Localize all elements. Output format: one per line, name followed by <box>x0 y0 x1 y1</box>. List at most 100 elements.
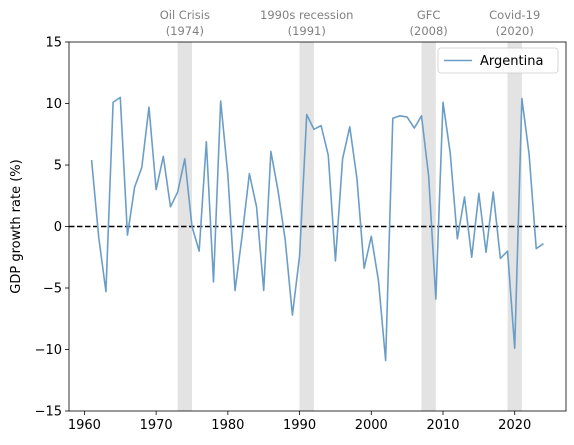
x-tick-label: 1990 <box>283 418 316 433</box>
data-point <box>398 114 401 117</box>
data-point <box>363 267 366 270</box>
data-point <box>420 114 423 117</box>
y-tick-label: 10 <box>45 97 62 112</box>
data-point <box>384 359 387 362</box>
event-label-layer: Oil Crisis (1974) 1990s recession (1991) GFC… <box>160 8 541 38</box>
data-point <box>162 155 165 158</box>
event-label: 1990s recession <box>260 8 353 22</box>
y-tick-label: 0 <box>54 220 62 235</box>
data-point <box>119 96 122 99</box>
event-shade <box>507 42 522 411</box>
data-point <box>355 177 358 180</box>
y-tick-label: −15 <box>35 405 62 420</box>
data-point <box>97 236 100 239</box>
y-tick-label: −10 <box>35 343 62 358</box>
data-point <box>262 289 265 292</box>
data-point <box>506 250 509 253</box>
data-point <box>305 113 308 116</box>
data-point <box>449 151 452 154</box>
data-point <box>255 205 258 208</box>
x-axis: 1960 1970 1980 1990 2000 2010 2020 <box>68 411 531 433</box>
y-tick-label: −5 <box>43 282 62 297</box>
data-point <box>241 234 244 237</box>
x-tick-label: 1960 <box>68 418 101 433</box>
data-point <box>90 158 93 161</box>
event-year-label: (2020) <box>496 24 534 38</box>
data-point <box>427 174 430 177</box>
data-point <box>190 225 193 228</box>
data-point <box>284 238 287 241</box>
data-point <box>499 257 502 260</box>
data-point <box>176 190 179 193</box>
y-tick-label: 15 <box>45 36 62 51</box>
data-point <box>492 190 495 193</box>
data-point <box>377 279 380 282</box>
data-point <box>527 152 530 155</box>
data-point <box>370 235 373 238</box>
data-point <box>140 166 143 169</box>
data-point <box>535 247 538 250</box>
data-point <box>542 242 545 245</box>
data-point <box>456 237 459 240</box>
data-point <box>334 259 337 262</box>
data-point <box>477 192 480 195</box>
data-point <box>520 97 523 100</box>
data-point <box>133 186 136 189</box>
data-point <box>248 172 251 175</box>
data-point <box>276 189 279 192</box>
data-point <box>269 150 272 153</box>
data-point <box>212 280 215 283</box>
data-point <box>298 254 301 257</box>
data-point <box>147 106 150 109</box>
legend-box <box>437 47 559 74</box>
x-tick-label: 1980 <box>211 418 244 433</box>
event-label: Oil Crisis <box>160 8 210 22</box>
y-axis: −15 −10 −5 0 5 10 15 <box>35 36 69 420</box>
data-point <box>226 173 229 176</box>
data-point <box>155 188 158 191</box>
data-point <box>112 101 115 104</box>
event-year-label: (1991) <box>288 24 326 38</box>
data-point <box>391 117 394 120</box>
x-tick-label: 2020 <box>498 418 531 433</box>
data-point <box>319 124 322 127</box>
event-shading-layer <box>177 42 522 411</box>
data-point <box>341 157 344 160</box>
legend[interactable]: Argentina <box>437 47 559 74</box>
data-point <box>198 250 201 253</box>
data-point <box>169 205 172 208</box>
data-point <box>126 234 129 237</box>
data-point <box>291 313 294 316</box>
event-year-label: (2008) <box>410 24 448 38</box>
event-shade <box>421 42 436 411</box>
data-point <box>327 154 330 157</box>
y-axis-title: GDP growth rate (%) <box>9 159 24 293</box>
event-label: GFC <box>417 8 441 22</box>
data-point <box>513 347 516 350</box>
series-line-argentina <box>90 96 544 362</box>
legend-label-argentina: Argentina <box>480 54 543 69</box>
series-layer <box>90 96 545 362</box>
y-tick-label: 5 <box>54 159 62 174</box>
data-point <box>205 140 208 143</box>
data-point <box>104 290 107 293</box>
data-point <box>219 99 222 102</box>
data-point <box>312 128 315 131</box>
data-point <box>233 289 236 292</box>
x-tick-label: 2000 <box>355 418 388 433</box>
event-year-label: (1974) <box>166 24 204 38</box>
x-tick-label: 1970 <box>140 418 173 433</box>
event-label: Covid-19 <box>489 8 540 22</box>
data-point <box>348 125 351 128</box>
data-point <box>434 297 437 300</box>
data-point <box>484 251 487 254</box>
data-point <box>441 101 444 104</box>
data-point <box>183 157 186 160</box>
data-point <box>470 256 473 259</box>
event-shade <box>299 42 314 411</box>
data-point <box>463 195 466 198</box>
data-point <box>413 127 416 130</box>
data-point <box>406 115 409 118</box>
x-tick-label: 2010 <box>426 418 459 433</box>
